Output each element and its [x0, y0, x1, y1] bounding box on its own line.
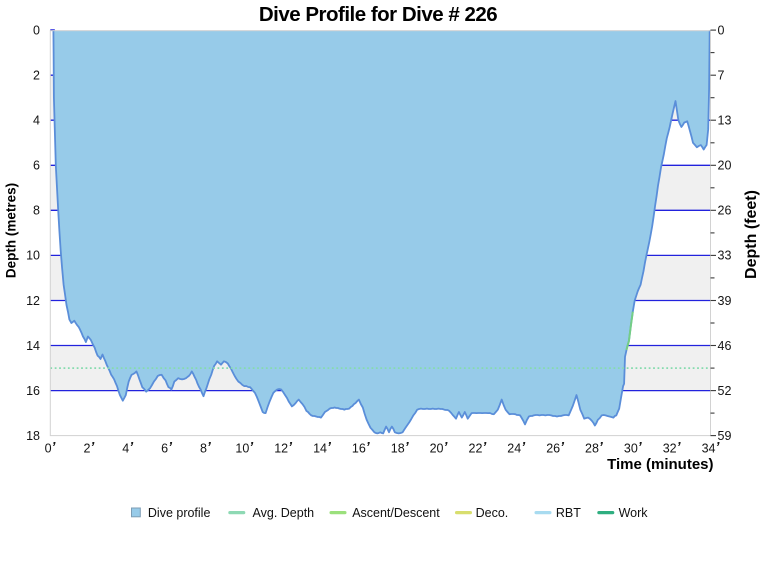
svg-text:7: 7 [718, 69, 725, 83]
svg-text:26: 26 [718, 204, 732, 218]
svg-text:4: 4 [33, 114, 40, 128]
svg-text:10’: 10’ [235, 439, 254, 456]
svg-text:14: 14 [26, 339, 40, 353]
svg-text:10: 10 [26, 249, 40, 263]
svg-text:Time (minutes): Time (minutes) [607, 456, 713, 473]
svg-text:6: 6 [33, 159, 40, 173]
svg-text:14’: 14’ [313, 439, 332, 456]
svg-text:28’: 28’ [585, 439, 604, 456]
svg-text:Dive profile: Dive profile [148, 506, 211, 520]
svg-text:6’: 6’ [161, 439, 173, 456]
svg-text:52: 52 [718, 384, 732, 398]
svg-text:16’: 16’ [352, 439, 371, 456]
svg-text:26’: 26’ [546, 439, 565, 456]
svg-text:0’: 0’ [45, 439, 57, 456]
svg-text:12’: 12’ [274, 439, 293, 456]
svg-text:Dive Profile for Dive # 226: Dive Profile for Dive # 226 [259, 3, 497, 26]
svg-text:20’: 20’ [430, 439, 449, 456]
svg-text:8’: 8’ [200, 439, 212, 456]
svg-text:18: 18 [26, 429, 40, 443]
svg-text:Ascent/Descent: Ascent/Descent [352, 506, 440, 520]
svg-text:34’: 34’ [702, 439, 721, 456]
svg-text:13: 13 [718, 114, 732, 128]
svg-text:16: 16 [26, 384, 40, 398]
svg-text:24’: 24’ [507, 439, 526, 456]
svg-text:12: 12 [26, 294, 40, 308]
svg-text:Work: Work [619, 506, 649, 520]
svg-text:59: 59 [718, 429, 732, 443]
svg-text:18’: 18’ [391, 439, 410, 456]
svg-text:RBT: RBT [556, 506, 581, 520]
svg-text:2’: 2’ [83, 439, 95, 456]
svg-text:30’: 30’ [624, 439, 643, 456]
svg-text:Avg. Depth: Avg. Depth [253, 506, 315, 520]
svg-text:0: 0 [33, 23, 40, 37]
svg-text:2: 2 [33, 69, 40, 83]
svg-text:Depth (metres): Depth (metres) [4, 183, 19, 278]
svg-text:Depth (feet): Depth (feet) [743, 190, 760, 279]
svg-text:46: 46 [718, 339, 732, 353]
svg-text:8: 8 [33, 204, 40, 218]
svg-text:39: 39 [718, 294, 732, 308]
svg-text:22’: 22’ [469, 439, 488, 456]
svg-text:4’: 4’ [122, 439, 134, 456]
svg-text:32’: 32’ [663, 439, 682, 456]
svg-text:20: 20 [718, 159, 732, 173]
svg-text:0: 0 [718, 23, 725, 37]
svg-text:33: 33 [718, 249, 732, 263]
svg-text:Deco.: Deco. [476, 506, 509, 520]
